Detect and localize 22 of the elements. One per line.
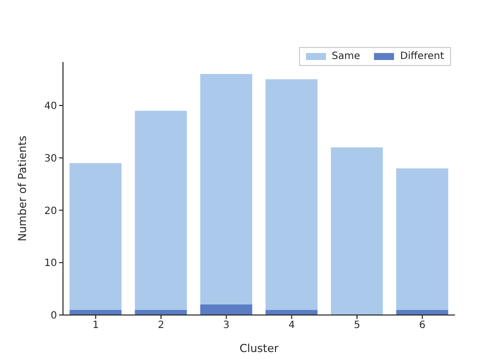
- y-tick-label: 30: [44, 153, 57, 164]
- bar: [200, 304, 252, 315]
- legend-label: Different: [400, 51, 444, 62]
- legend-label: Same: [332, 51, 360, 62]
- bar: [396, 168, 448, 310]
- x-tick-label: 4: [288, 320, 295, 332]
- y-axis-title: Number of Patients: [16, 135, 29, 242]
- bar: [330, 147, 383, 315]
- x-tick-label: 6: [419, 320, 426, 332]
- x-tick-label: 1: [92, 320, 99, 332]
- x-tick-label: 5: [354, 320, 360, 332]
- x-tick-label: 2: [158, 320, 164, 332]
- y-tick-label: 40: [44, 101, 57, 112]
- bar: [200, 74, 252, 305]
- y-tick-label: 10: [44, 258, 57, 270]
- bar: [134, 110, 187, 310]
- bar: [70, 163, 122, 310]
- x-axis-title: Cluster: [239, 342, 279, 355]
- y-tick-label: 0: [50, 310, 57, 322]
- x-tick-label: 3: [223, 320, 230, 332]
- bar: [266, 79, 318, 310]
- y-tick-label: 20: [44, 206, 57, 217]
